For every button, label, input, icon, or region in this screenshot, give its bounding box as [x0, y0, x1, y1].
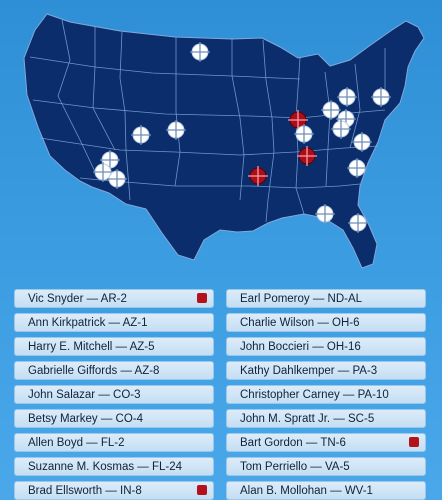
list-item[interactable]: Earl Pomeroy — ND-AL [226, 289, 426, 308]
list-item-label: John Boccieri — OH-16 [240, 340, 361, 353]
list-item[interactable]: Christopher Carney — PA-10 [226, 385, 426, 404]
list-item-label: Charlie Wilson — OH-6 [240, 316, 360, 329]
target-marker[interactable] [107, 169, 127, 189]
target-marker[interactable] [321, 100, 341, 120]
target-marker[interactable] [166, 120, 186, 140]
list-item-label: Gabrielle Giffords — AZ-8 [28, 364, 160, 377]
list-item-label: Tom Perriello — VA-5 [240, 460, 350, 473]
marked-badge-icon [409, 437, 419, 447]
list-item-label: Vic Snyder — AR-2 [28, 292, 127, 305]
list-item[interactable]: Charlie Wilson — OH-6 [226, 313, 426, 332]
list-item[interactable]: Gabrielle Giffords — AZ-8 [14, 361, 214, 380]
list-item-label: Ann Kirkpatrick — AZ-1 [28, 316, 148, 329]
target-marker[interactable] [315, 204, 335, 224]
list-item-label: Harry E. Mitchell — AZ-5 [28, 340, 155, 353]
list-item-label: Betsy Markey — CO-4 [28, 412, 144, 425]
target-marker[interactable] [131, 125, 151, 145]
list-item[interactable]: John Salazar — CO-3 [14, 385, 214, 404]
target-marker[interactable] [337, 87, 357, 107]
target-marker[interactable] [93, 162, 113, 182]
us-map [23, 13, 425, 269]
representative-list: Vic Snyder — AR-2 Earl Pomeroy — ND-AL A… [14, 289, 430, 500]
list-item-label: Brad Ellsworth — IN-8 [28, 484, 142, 497]
list-item-label: Kathy Dahlkemper — PA-3 [240, 364, 378, 377]
target-marker[interactable] [190, 42, 210, 62]
list-item[interactable]: John Boccieri — OH-16 [226, 337, 426, 356]
list-item[interactable]: Allen Boyd — FL-2 [14, 433, 214, 452]
list-item-label: Allen Boyd — FL-2 [28, 436, 125, 449]
list-item-label: Earl Pomeroy — ND-AL [240, 292, 363, 305]
list-item[interactable]: Tom Perriello — VA-5 [226, 457, 426, 476]
list-item[interactable]: Ann Kirkpatrick — AZ-1 [14, 313, 214, 332]
target-markers [93, 42, 391, 233]
target-marker[interactable] [294, 124, 314, 144]
target-marker[interactable] [348, 213, 368, 233]
marked-badge-icon [197, 293, 207, 303]
list-item[interactable]: Kathy Dahlkemper — PA-3 [226, 361, 426, 380]
list-item[interactable]: Bart Gordon — TN-6 [226, 433, 426, 452]
us-landmass [23, 13, 425, 269]
target-marker[interactable] [371, 87, 391, 107]
list-item-label: Alan B. Mollohan — WV-1 [240, 484, 373, 497]
target-marker[interactable] [347, 158, 367, 178]
list-item[interactable]: Betsy Markey — CO-4 [14, 409, 214, 428]
list-item-label: Christopher Carney — PA-10 [240, 388, 389, 401]
target-marker-red[interactable] [248, 166, 268, 186]
list-item-label: John M. Spratt Jr. — SC-5 [240, 412, 375, 425]
list-item-label: John Salazar — CO-3 [28, 388, 141, 401]
list-item[interactable]: Brad Ellsworth — IN-8 [14, 481, 214, 500]
target-marker[interactable] [331, 119, 351, 139]
list-item[interactable]: Alan B. Mollohan — WV-1 [226, 481, 426, 500]
target-marker[interactable] [352, 132, 372, 152]
list-item[interactable]: Vic Snyder — AR-2 [14, 289, 214, 308]
target-marker-red[interactable] [297, 146, 317, 166]
list-item-label: Bart Gordon — TN-6 [240, 436, 346, 449]
list-item[interactable]: Suzanne M. Kosmas — FL-24 [14, 457, 214, 476]
list-item-label: Suzanne M. Kosmas — FL-24 [28, 460, 183, 473]
marked-badge-icon [197, 485, 207, 495]
list-item[interactable]: John M. Spratt Jr. — SC-5 [226, 409, 426, 428]
state-borders [29, 19, 386, 223]
list-item[interactable]: Harry E. Mitchell — AZ-5 [14, 337, 214, 356]
